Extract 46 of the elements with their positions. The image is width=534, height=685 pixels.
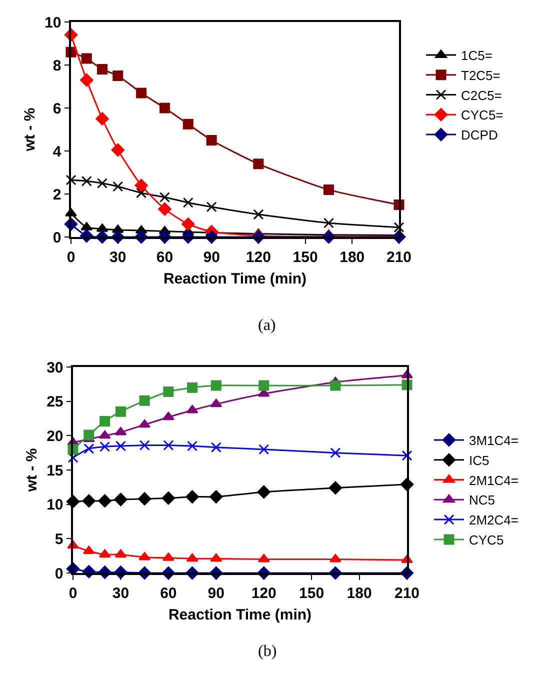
- x-tick-label: 60: [156, 248, 174, 266]
- x-tick-label: 90: [208, 584, 224, 602]
- text: (b): [258, 643, 277, 660]
- y-tick-label: 2: [52, 186, 62, 204]
- legend-label: CYC5=: [461, 108, 504, 123]
- y-axis-title: wt - %: [23, 448, 40, 493]
- legend-label: DCPD: [461, 128, 498, 143]
- legend-label: CYC5: [469, 532, 504, 548]
- y-tick-label: 4: [52, 143, 62, 160]
- x-tick-label: 120: [246, 248, 271, 266]
- legend-label: 1C5=: [461, 48, 492, 64]
- y-tick-label: 0: [54, 565, 64, 582]
- x-tick-label: 210: [386, 248, 412, 266]
- y-tick-label: 8: [52, 57, 62, 74]
- x-tick-label: 60: [160, 584, 177, 602]
- x-tick-label: 150: [292, 248, 318, 266]
- x-axis-title: Reaction Time (min): [163, 270, 307, 288]
- x-tick-label: 30: [112, 584, 130, 602]
- legend-label: 2M1C4=: [469, 472, 518, 488]
- y-tick-label: 20: [46, 428, 64, 445]
- x-tick-label: 30: [110, 248, 126, 266]
- legend-label: T2C5=: [461, 68, 500, 83]
- y-axis-title: wt - %: [21, 108, 38, 152]
- x-tick-label: 0: [66, 248, 76, 266]
- text: (a): [258, 317, 276, 334]
- x-tick-label: 210: [394, 584, 420, 602]
- y-tick-label: 0: [52, 229, 62, 246]
- y-tick-label: 6: [52, 100, 62, 118]
- legend-label: IC5: [469, 452, 490, 468]
- y-tick-label: 10: [46, 496, 64, 514]
- y-tick-label: 15: [46, 462, 64, 480]
- y-tick-label: 10: [44, 14, 62, 32]
- x-axis-title: Reaction Time (min): [168, 606, 312, 624]
- x-tick-label: 150: [299, 584, 324, 602]
- legend-label: 3M1C4=: [469, 433, 518, 448]
- x-tick-label: 180: [346, 584, 372, 602]
- y-tick-label: 25: [46, 394, 64, 411]
- x-tick-label: 180: [340, 248, 365, 266]
- legend-label: NC5: [469, 492, 496, 508]
- x-tick-label: 120: [251, 584, 276, 602]
- y-tick-label: 30: [46, 359, 64, 376]
- legend-label: C2C5=: [461, 88, 502, 103]
- x-tick-label: 90: [203, 248, 220, 266]
- x-tick-label: 0: [68, 584, 78, 602]
- legend-label: 2M2C4=: [469, 512, 518, 528]
- y-tick-label: 5: [54, 530, 64, 548]
